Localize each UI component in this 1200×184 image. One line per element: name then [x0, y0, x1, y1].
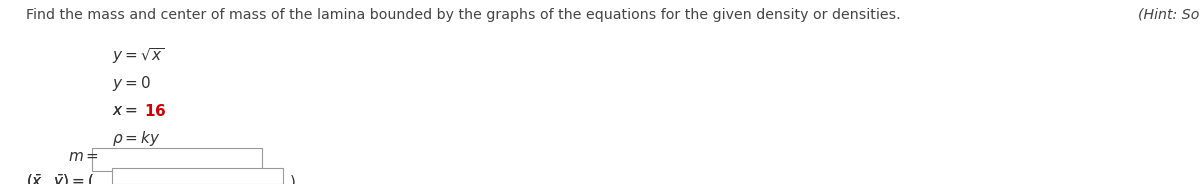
Bar	[92, 148, 263, 171]
Text: $\mathbf{16}$: $\mathbf{16}$	[144, 103, 167, 119]
Text: Find the mass and center of mass of the lamina bounded by the graphs of the equa: Find the mass and center of mass of the …	[26, 8, 905, 22]
Text: $x = $: $x = $	[112, 103, 138, 118]
Text: $x = $: $x = $	[112, 103, 138, 118]
Text: $(\bar{x},\ \bar{y}) = ($: $(\bar{x},\ \bar{y}) = ($	[26, 173, 95, 184]
Text: (Hint: Some of the integrals are simpler in polar coordinates.): (Hint: Some of the integrals are simpler…	[1138, 8, 1200, 22]
Text: $y = \sqrt{x}$: $y = \sqrt{x}$	[112, 46, 164, 66]
Bar	[113, 168, 283, 184]
Text: $y = 0$: $y = 0$	[112, 74, 151, 93]
Text: $\rho = ky$: $\rho = ky$	[112, 129, 161, 148]
Text: $)$: $)$	[289, 173, 295, 184]
Text: $m = $: $m = $	[68, 149, 100, 164]
Text: $(\bar{x},\ \bar{y}) = ($: $(\bar{x},\ \bar{y}) = ($	[26, 173, 95, 184]
